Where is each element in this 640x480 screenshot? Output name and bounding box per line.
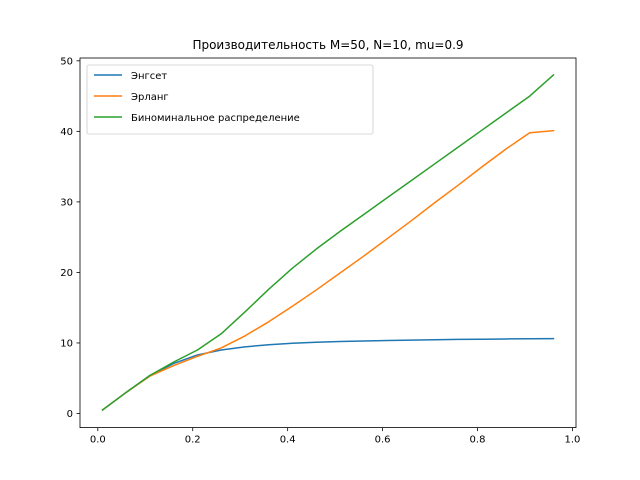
x-tick-label: 0.2: [185, 435, 201, 446]
y-tick-label: 50: [60, 56, 73, 67]
legend-label: Энгсет: [131, 71, 167, 82]
series-line-2: [101, 129, 555, 412]
legend-box: [86, 64, 374, 135]
x-tick-label: 0.4: [280, 435, 296, 446]
chart-title: Производительность M=50, N=10, mu=0.9: [192, 38, 463, 52]
legend-label: Биноминальное распределение: [131, 113, 300, 124]
y-tick-label: 30: [60, 197, 73, 208]
legend-label: Эрланг: [131, 92, 169, 103]
x-tick-label: 1.0: [564, 435, 580, 446]
plot-frame: [79, 57, 577, 429]
legend: Энгсет Эрланг Биноминальное распределение: [86, 64, 374, 135]
series-line-3: [101, 73, 555, 412]
y-tick-label: 40: [60, 127, 73, 138]
x-tick-label: 0.0: [90, 435, 106, 446]
x-tick-label: 0.8: [470, 435, 486, 446]
x-tick-label: 0.6: [375, 435, 391, 446]
plot-area: 0.0 0.2 0.4 0.6 0.8 1.0 0 10 20 30 40 50: [60, 56, 580, 445]
y-tick-label: 10: [60, 338, 73, 349]
y-tick-label: 0: [67, 409, 73, 420]
y-tick-label: 20: [60, 268, 73, 279]
series-line-1: [101, 337, 555, 412]
